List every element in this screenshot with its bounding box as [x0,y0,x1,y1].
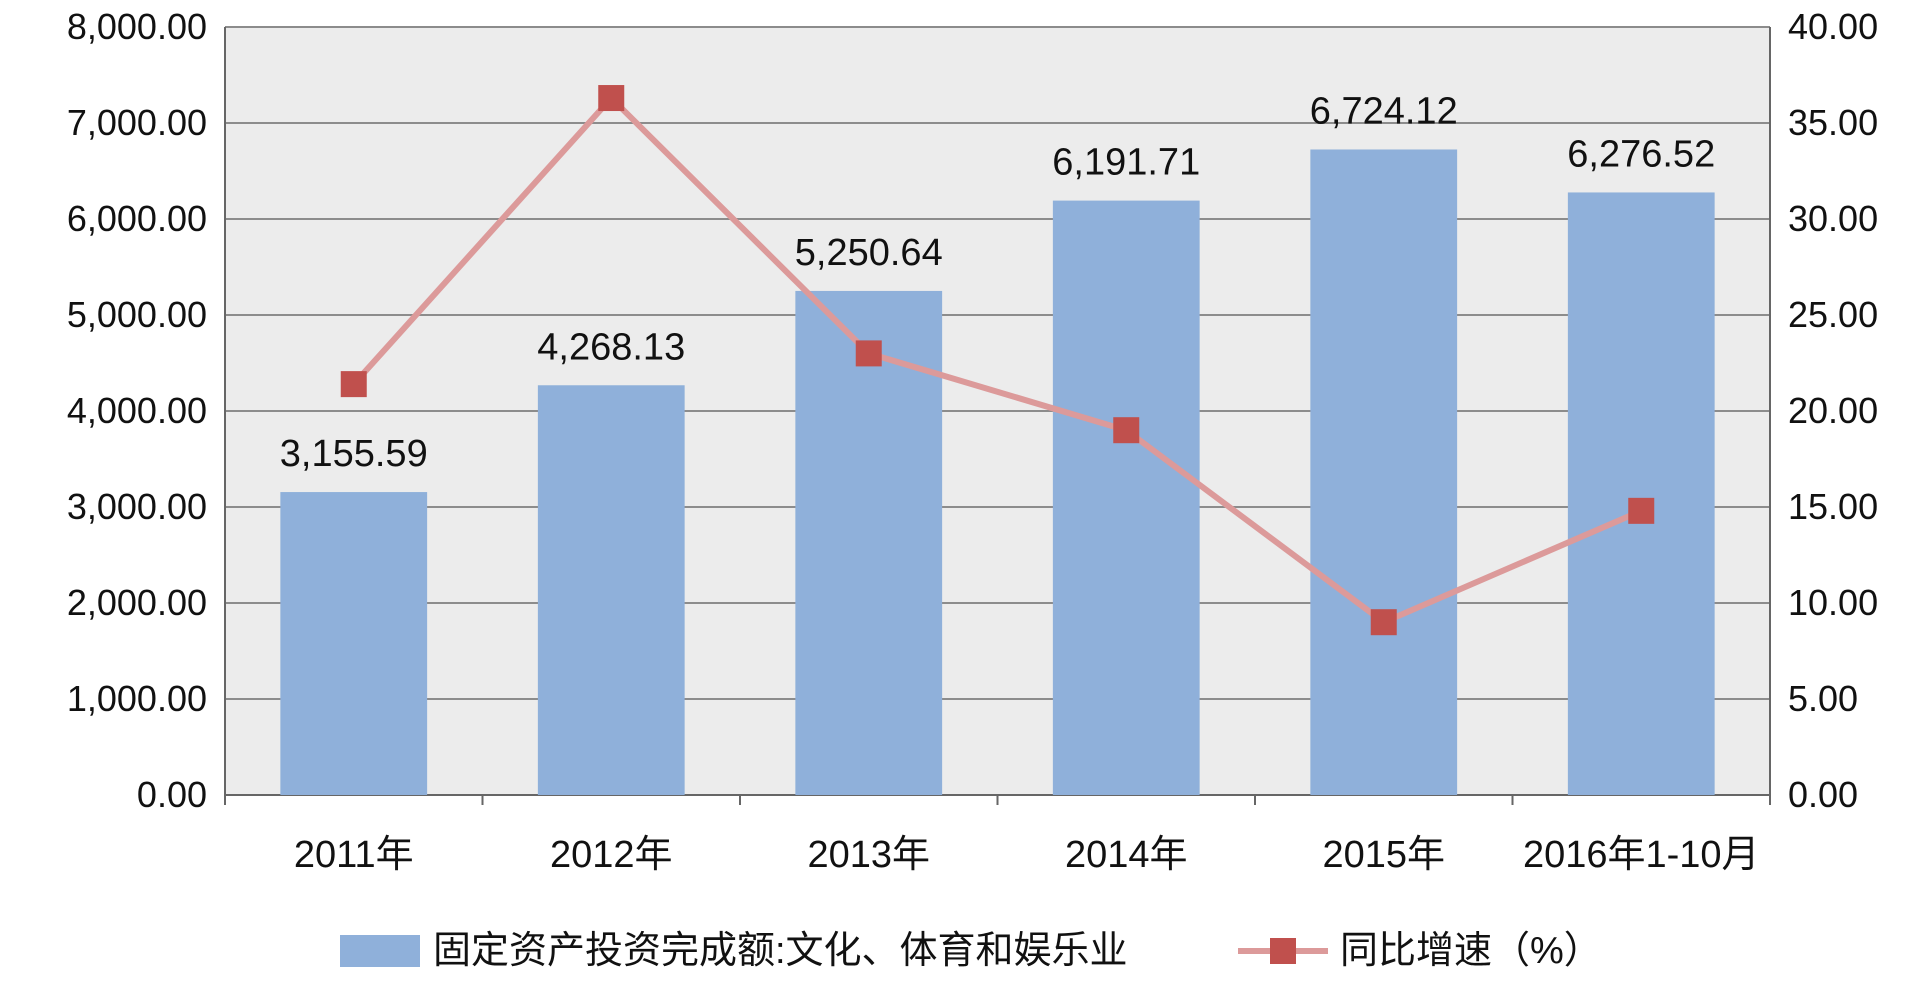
bar [280,492,428,795]
y-left-tick-label: 5,000.00 [67,294,207,335]
y-left-tick-label: 1,000.00 [67,678,207,719]
bar-data-label: 3,155.59 [280,433,428,475]
legend-line-label: 同比增速（%） [1340,930,1602,972]
y-right-tick-label: 10.00 [1788,582,1878,623]
plot-area: 0.00 0.00 1,000.00 5.00 2,000.00 10.00 3,000.0… [67,6,1878,876]
y-right-tick-label: 5.00 [1788,678,1858,719]
y-left-tick-label: 7,000.00 [67,102,207,143]
bar [1052,200,1200,796]
bar-data-label: 6,724.12 [1310,90,1458,132]
y-right-tick-label: 20.00 [1788,390,1878,431]
x-tick-label: 2014年 [1065,834,1188,876]
growth-marker [855,340,882,367]
bar [795,290,943,795]
growth-line [351,95,1643,626]
bar [1567,192,1715,795]
bar [1310,149,1458,795]
legend: 固定资产投资完成额:文化、体育和娱乐业 同比增速（%） [340,930,1602,972]
y-right-tick-label: 15.00 [1788,486,1878,527]
growth-marker [1628,497,1655,524]
bar-data-label: 5,250.64 [795,232,943,274]
growth-marker [340,371,367,398]
y-left-tick-label: 4,000.00 [67,390,207,431]
x-tick-label: 2016年1-10月 [1523,834,1760,876]
x-tick-label: 2012年 [550,834,673,876]
growth-marker [598,85,625,112]
legend-line-marker [1270,938,1296,964]
x-tick-label: 2015年 [1322,834,1445,876]
y-right-tick-label: 25.00 [1788,294,1878,335]
y-right-tick-label: 0.00 [1788,774,1858,815]
y-right-tick-label: 30.00 [1788,198,1878,239]
growth-marker [1370,609,1397,636]
bar-data-label: 6,276.52 [1567,133,1715,175]
legend-bar-label: 固定资产投资完成额:文化、体育和娱乐业 [433,930,1128,972]
y-right-tick-label: 35.00 [1788,102,1878,143]
x-tick-label: 2011年 [294,834,414,876]
y-left-tick-label: 6,000.00 [67,198,207,239]
y-left-tick-label: 2,000.00 [67,582,207,623]
y-left-tick-label: 8,000.00 [67,6,207,47]
y-right-tick-label: 40.00 [1788,6,1878,47]
x-tick-label: 2013年 [807,834,930,876]
y-left-tick-label: 3,000.00 [67,486,207,527]
bar-data-label: 4,268.13 [537,326,685,368]
growth-marker [1113,417,1140,444]
bar [537,385,685,795]
bar-data-label: 6,191.71 [1052,142,1200,184]
y-left-tick-label: 0.00 [137,774,207,815]
legend-bar-swatch [340,935,420,967]
